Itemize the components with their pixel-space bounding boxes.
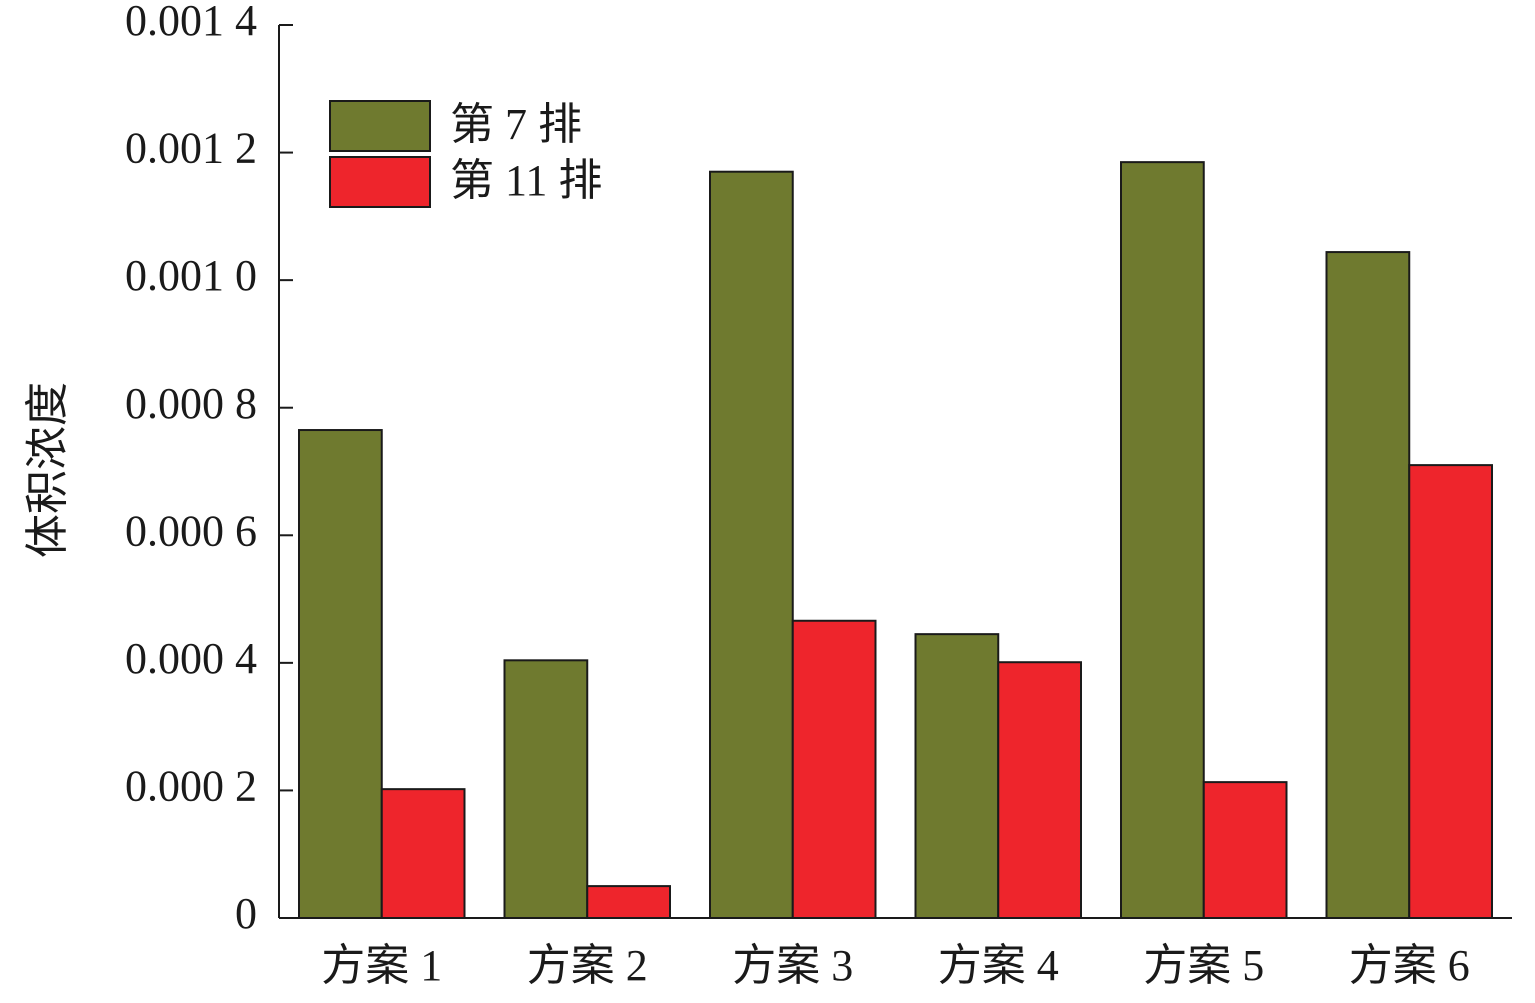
x-tick-label: 方案 4 [938,941,1059,990]
x-tick-label: 方案 3 [732,941,853,990]
legend-label: 第 7 排 [450,100,582,149]
y-tick-label: 0.000 4 [125,634,257,683]
bar [1325,251,1411,919]
y-tick-label: 0.000 6 [125,506,257,555]
y-tick-label: 0.000 2 [125,762,257,811]
y-tick-label: 0.001 4 [125,0,257,45]
x-tick-label: 方案 5 [1143,941,1264,990]
legend-swatch [329,100,431,152]
bar [1202,781,1288,919]
bar [997,661,1082,920]
bar [709,170,794,919]
bar [380,788,466,919]
y-tick-label: 0.000 8 [125,379,257,428]
legend-swatch [329,156,431,208]
bar [586,885,671,919]
y-tick-label: 0.001 0 [125,251,257,300]
x-tick-label: 方案 2 [527,941,648,990]
bar [1408,464,1493,919]
bar [503,659,589,919]
y-tick-label: 0 [235,889,257,938]
bar [1120,161,1205,919]
bar [914,633,1000,919]
x-tick-label: 方案 1 [321,941,442,990]
y-tick-label: 0.001 2 [125,124,257,173]
legend-label: 第 11 排 [450,156,602,205]
bar [791,619,877,919]
y-axis-label: 体积浓度 [23,382,72,558]
bar [298,429,383,919]
x-tick-label: 方案 6 [1349,941,1470,990]
